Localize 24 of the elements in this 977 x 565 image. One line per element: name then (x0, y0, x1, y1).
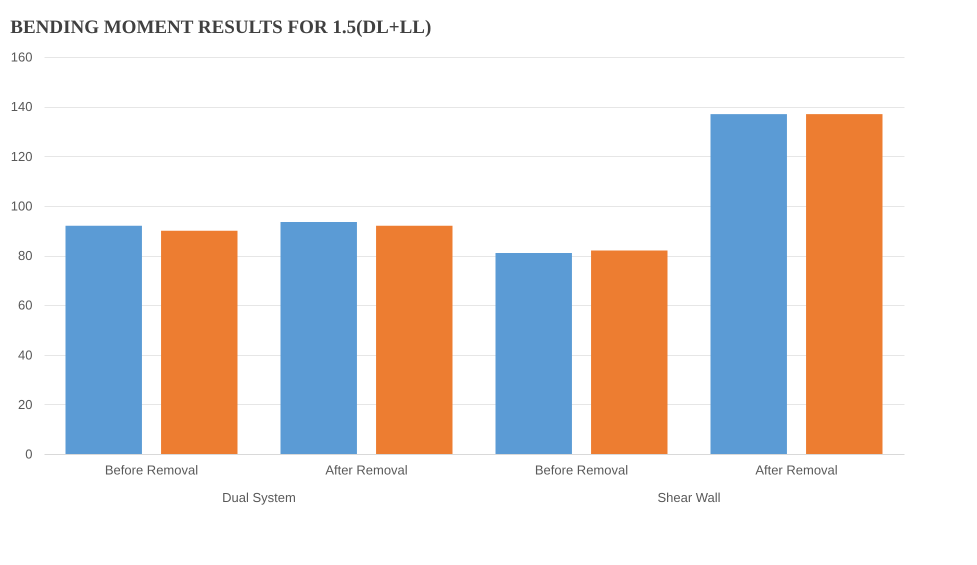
bar (376, 226, 452, 454)
y-tick-label: 80 (18, 248, 32, 263)
x-tick-label: After Removal (755, 462, 838, 478)
text: Shear Wall (657, 490, 721, 505)
bar (66, 226, 142, 454)
x-tick-label: Before Removal (104, 462, 198, 478)
bar (591, 250, 668, 454)
y-tick-label: 120 (10, 148, 32, 164)
chart-title: BENDING MOMENT RESULTS FOR 1.5(DL+LL) (10, 17, 432, 38)
bar (496, 253, 572, 454)
y-tick-label: 0 (25, 446, 32, 462)
y-tick-label: 160 (10, 50, 32, 64)
text: Dual System (222, 490, 296, 505)
bar (710, 114, 787, 454)
bar (161, 230, 238, 454)
bar (280, 222, 357, 454)
y-tick-label: 60 (18, 298, 32, 313)
x-tick-label: After Removal (325, 462, 408, 478)
x-tick-label: Before Removal (534, 462, 628, 478)
y-tick-label: 40 (18, 347, 32, 362)
bar (806, 114, 882, 454)
y-tick-label: 20 (18, 396, 32, 412)
y-tick-label: 100 (10, 198, 32, 214)
y-tick-label: 140 (10, 99, 32, 114)
